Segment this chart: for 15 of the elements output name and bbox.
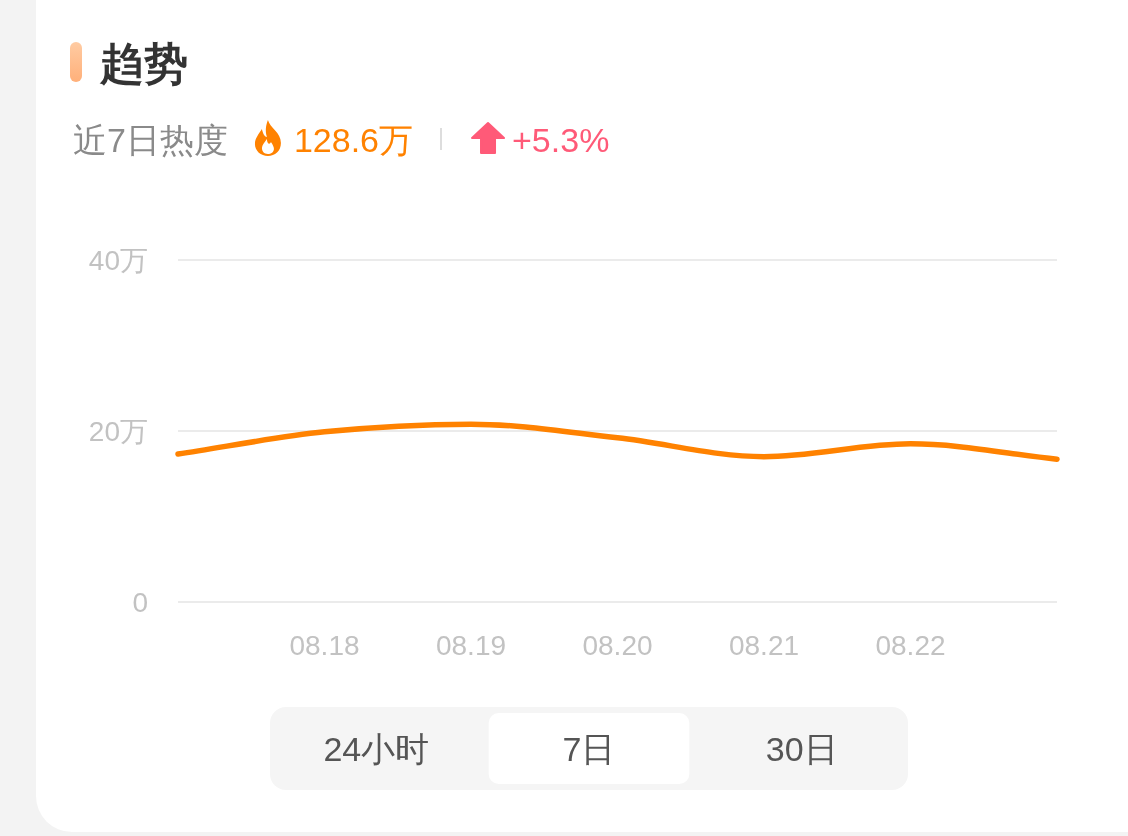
text: 128.6万 xyxy=(293,121,414,159)
tab: 24小时 xyxy=(270,707,484,790)
tab: 30日 xyxy=(695,707,908,790)
x-tick-label: 08.19 xyxy=(435,630,507,661)
tab-selected: 7日 xyxy=(482,707,697,790)
chart-subtitle: 近7日热度 xyxy=(73,121,228,159)
x-tick-label: 08.22 xyxy=(875,630,946,661)
x-tick-label: 08.18 xyxy=(289,630,360,661)
x-tick-label: 08.20 xyxy=(582,630,653,661)
y-tick-label: 0 xyxy=(132,586,148,618)
chart-title: 趋势 xyxy=(99,39,188,88)
text: +5.3% xyxy=(512,121,610,159)
y-tick-label: 40万 xyxy=(88,244,148,276)
y-tick-label: 20万 xyxy=(88,415,148,447)
x-tick-label: 08.21 xyxy=(728,630,800,661)
